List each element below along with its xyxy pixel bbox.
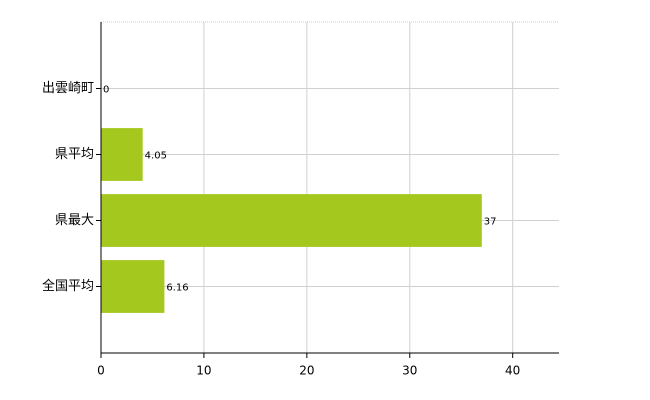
bar: [101, 260, 165, 313]
y-tick-label: 全国平均: [42, 278, 94, 294]
y-tick-label: 県最大: [55, 213, 94, 228]
value-label: 6.16: [166, 283, 188, 294]
bar: [101, 128, 143, 181]
x-tick-label: 30: [402, 364, 417, 378]
value-label: 37: [484, 217, 497, 228]
x-tick-label: 20: [299, 364, 314, 378]
value-label: 0: [103, 85, 109, 96]
bar: [101, 194, 482, 247]
x-tick-label: 10: [196, 364, 211, 378]
value-label: 4.05: [145, 151, 167, 162]
x-tick-label: 40: [505, 364, 520, 378]
y-tick-label: 出雲崎町: [42, 81, 94, 96]
x-tick-label: 0: [97, 364, 105, 378]
y-tick-label: 県平均: [55, 147, 94, 162]
